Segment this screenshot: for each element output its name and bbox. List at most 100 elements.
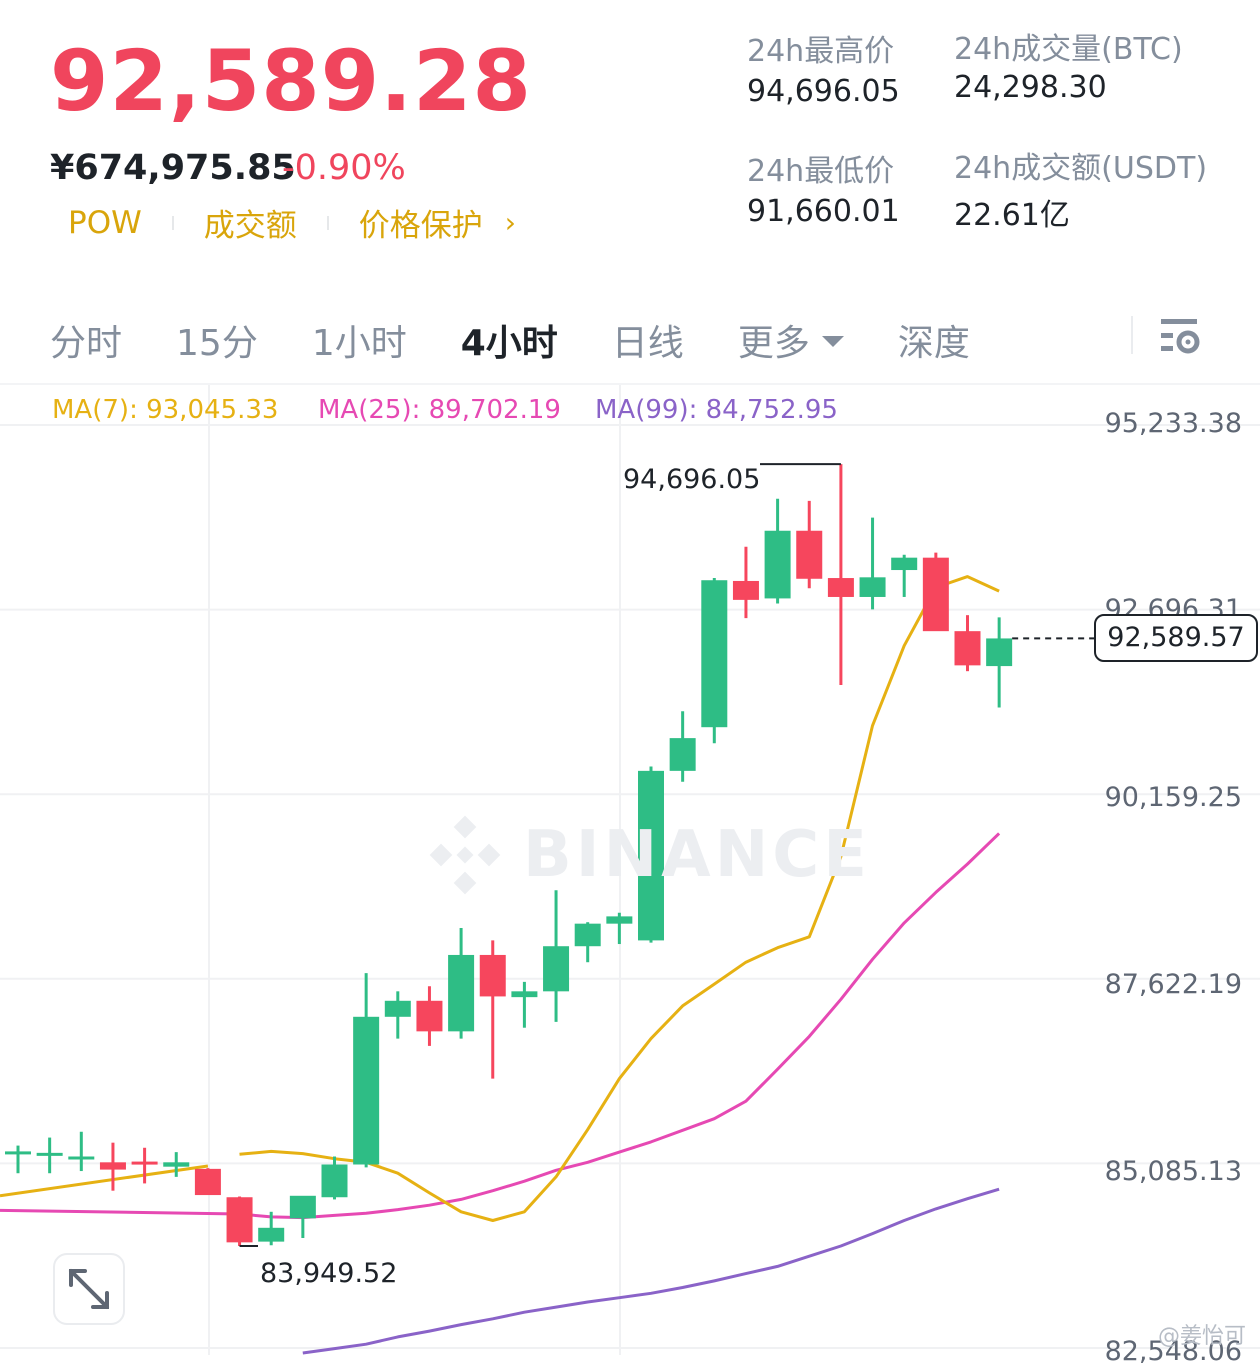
ma99-line — [302, 1187, 1000, 1355]
candle-body — [353, 1016, 380, 1165]
stat-vol-usdt-label: 24h成交额(USDT) — [954, 151, 1208, 186]
tab-divider — [1131, 316, 1133, 354]
candle-down — [131, 1147, 158, 1184]
ma7-value: 93,045.33 — [146, 395, 279, 425]
candle-down — [194, 1168, 221, 1196]
candle-up — [68, 1131, 95, 1172]
interval-tabs: 分时 15分 1小时 4小时 日线 更多 深度 — [50, 312, 1024, 368]
candle-body — [479, 954, 506, 997]
candle-down — [479, 940, 506, 1079]
stat-vol-usdt-value: 22.61亿 — [954, 198, 1070, 233]
change-percent: -0.90% — [282, 148, 406, 188]
candle-body — [5, 1151, 31, 1155]
candle-up — [36, 1137, 63, 1174]
candle-up — [258, 1211, 285, 1246]
tab-underline-rule — [0, 383, 1260, 385]
candle-body — [891, 557, 918, 571]
ma7-name: MA(7) — [52, 395, 130, 425]
tab-depth[interactable]: 深度 — [897, 323, 970, 364]
tab-timeline[interactable]: 分时 — [50, 323, 123, 364]
stat-low-value: 91,660.01 — [747, 194, 900, 229]
stat-high-value: 94,696.05 — [747, 74, 900, 109]
candle-body — [954, 631, 981, 666]
candle-down — [954, 615, 981, 672]
caret-down-icon — [821, 335, 844, 347]
candle-down — [796, 500, 823, 589]
ma99-name: MA(99) — [595, 395, 689, 425]
y-tick-label: 85,085.13 — [1104, 1156, 1242, 1187]
tab-more-label: 更多 — [737, 323, 810, 364]
candle-up — [163, 1152, 190, 1177]
high-marker-label: 94,696.05 — [623, 464, 761, 495]
candle-body — [99, 1162, 126, 1170]
tag-divider — [171, 215, 174, 230]
candle-up — [669, 711, 696, 782]
candle-body — [131, 1161, 158, 1165]
ma25-line — [0, 1208, 240, 1216]
cny-price: ¥674,975.85 — [50, 148, 296, 188]
ma99-value: 84,752.95 — [705, 395, 838, 425]
candle-up — [5, 1145, 31, 1174]
candle-body — [796, 530, 823, 579]
candle-body — [859, 577, 886, 597]
tab-more[interactable]: 更多 — [738, 314, 844, 366]
ma25-legend: MA(25): 89,702.19 — [318, 395, 561, 425]
candle-up — [353, 973, 380, 1168]
candle-body — [574, 923, 601, 947]
current-price-tag: 92,589.57 — [1094, 614, 1258, 662]
low-marker-label: 83,949.52 — [260, 1258, 398, 1289]
fullscreen-button[interactable] — [53, 1253, 125, 1325]
candle-body — [606, 916, 633, 924]
candle-down — [922, 552, 949, 632]
candle-up — [891, 554, 918, 597]
binance-logo-icon — [429, 815, 501, 895]
candle-body — [321, 1164, 348, 1198]
ma99-legend: MA(99): 84,752.95 — [595, 395, 838, 425]
candle-body — [36, 1152, 63, 1156]
candle-down — [827, 464, 854, 686]
binance-watermark: BINANCE — [425, 815, 871, 895]
candle-body — [258, 1227, 285, 1242]
tag-divider — [326, 215, 329, 230]
candle-body — [764, 530, 791, 599]
y-tick-label: 95,233.38 — [1104, 408, 1242, 439]
ma25-line — [239, 832, 1001, 1220]
chart-settings-icon[interactable] — [1158, 314, 1202, 358]
candle-body — [163, 1162, 190, 1167]
chevron-right-icon[interactable]: › — [504, 206, 516, 239]
tab-1d[interactable]: 日线 — [611, 323, 684, 364]
last-price: 92,589.28 — [50, 32, 532, 130]
tab-4h[interactable]: 4小时 — [460, 323, 558, 364]
candle-up — [986, 617, 1013, 708]
tab-15m[interactable]: 15分 — [176, 323, 258, 364]
candle-body — [543, 946, 570, 992]
tag-pow[interactable]: POW — [68, 204, 142, 241]
candle-body — [416, 1000, 443, 1032]
candle-up — [321, 1156, 348, 1200]
candle-down — [99, 1142, 126, 1191]
candle-body — [68, 1156, 95, 1160]
candle-body — [922, 557, 949, 632]
candle-up — [638, 766, 664, 943]
tag-price-protection[interactable]: 价格保护 — [358, 208, 483, 244]
candle-down — [416, 986, 443, 1046]
candle-up — [701, 578, 728, 744]
stat-high-label: 24h最高价 — [747, 34, 895, 69]
candle-up — [511, 981, 538, 1028]
candle-body — [384, 1000, 411, 1017]
candle-up — [574, 922, 601, 963]
candle-up — [859, 517, 886, 610]
candle-body — [701, 580, 728, 728]
watermark-text: BINANCE — [523, 818, 871, 892]
candle-up — [543, 890, 570, 1022]
candle-body — [986, 638, 1013, 667]
candle-up — [764, 498, 791, 604]
candle-body — [732, 580, 759, 600]
stat-vol-btc-label: 24h成交量(BTC) — [954, 32, 1183, 67]
candle-body — [194, 1168, 221, 1196]
ma7-legend: MA(7): 93,045.33 — [52, 395, 279, 425]
tag-turnover[interactable]: 成交额 — [203, 208, 297, 244]
tab-1h[interactable]: 1小时 — [311, 323, 407, 364]
tag-row: POW 成交额 价格保护 › — [68, 200, 516, 245]
